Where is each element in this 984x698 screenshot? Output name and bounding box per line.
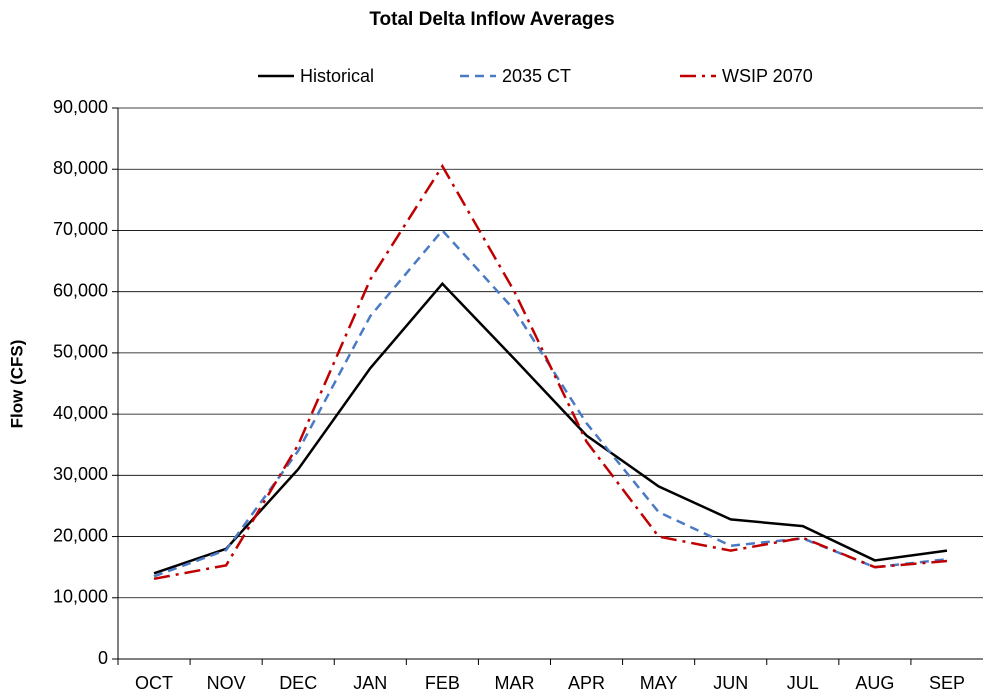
x-tick-label: DEC <box>279 673 317 693</box>
x-tick-label: JUL <box>787 673 819 693</box>
series-line <box>153 228 948 578</box>
series-line <box>153 163 948 581</box>
series-line <box>153 281 948 575</box>
y-tick-label: 40,000 <box>53 403 108 423</box>
x-tick-label: AUG <box>855 673 894 693</box>
y-axis-label: Flow (CFS) <box>7 340 26 429</box>
legend-label: WSIP 2070 <box>722 66 813 86</box>
legend-label: 2035 CT <box>502 66 571 86</box>
x-tick-label: JUN <box>713 673 748 693</box>
chart-title: Total Delta Inflow Averages <box>369 9 614 30</box>
y-tick-label: 80,000 <box>53 158 108 178</box>
y-tick-label: 90,000 <box>53 97 108 117</box>
y-tick-label: 50,000 <box>53 342 108 362</box>
x-tick-label: MAY <box>640 673 678 693</box>
y-tick-label: 20,000 <box>53 525 108 545</box>
legend-label: Historical <box>300 66 374 86</box>
y-tick-label: 70,000 <box>53 219 108 239</box>
x-tick-label: MAR <box>494 673 534 693</box>
y-tick-label: 0 <box>98 648 108 668</box>
x-tick-label: NOV <box>207 673 246 693</box>
x-tick-label: JAN <box>353 673 387 693</box>
y-tick-label: 60,000 <box>53 280 108 300</box>
y-tick-label: 10,000 <box>53 587 108 607</box>
x-tick-label: OCT <box>135 673 173 693</box>
y-tick-label: 30,000 <box>53 464 108 484</box>
x-tick-label: FEB <box>425 673 460 693</box>
x-tick-label: SEP <box>929 673 965 693</box>
x-tick-label: APR <box>568 673 605 693</box>
